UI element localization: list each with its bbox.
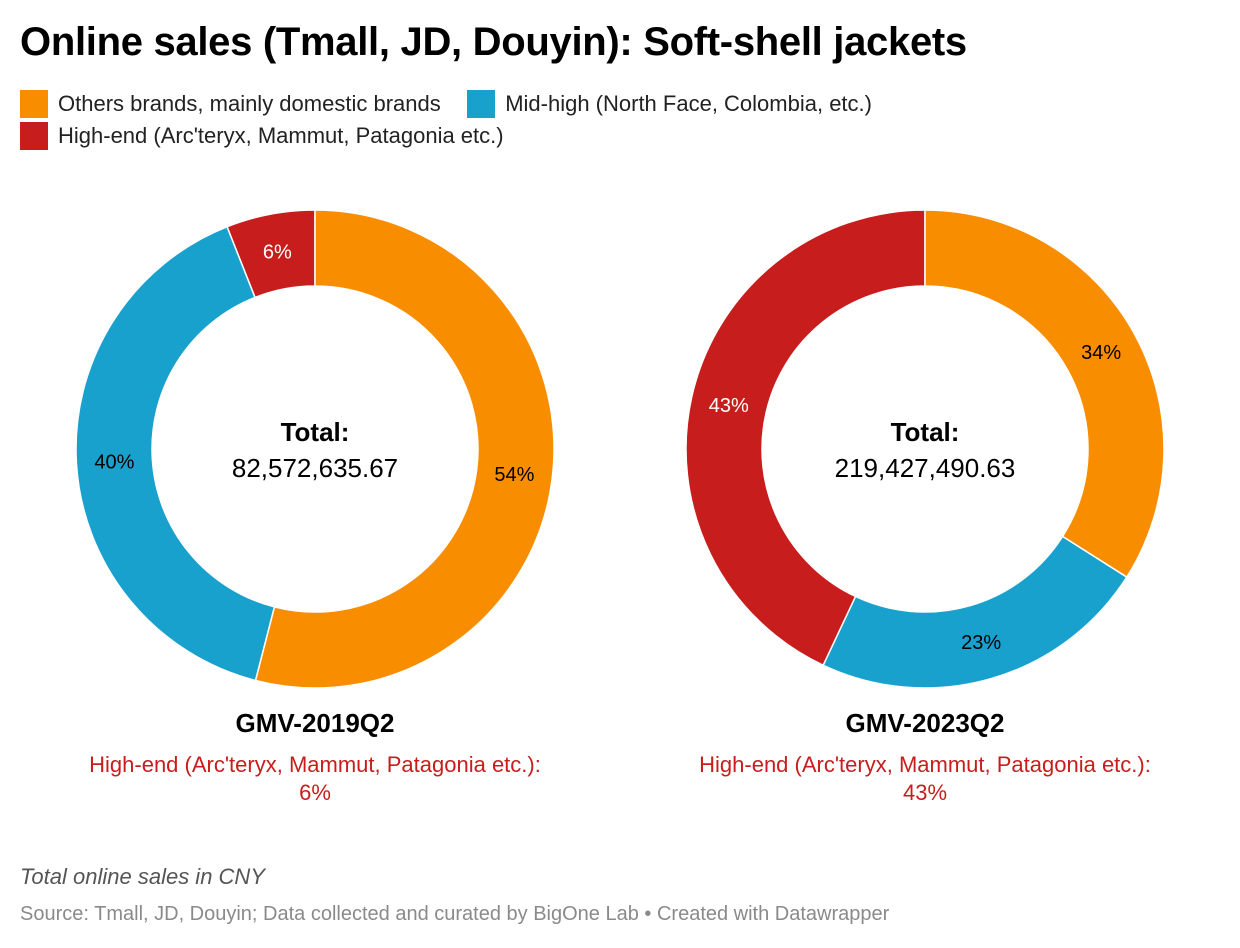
slice-others-2023q2 <box>924 209 1165 579</box>
center-label-2019q2: Total: <box>281 417 350 447</box>
legend-item-high-end: High-end (Arc'teryx, Mammut, Patagonia e… <box>20 120 504 152</box>
slice-mid-high-2019q2 <box>75 225 276 682</box>
legend-label-others: Others brands, mainly domestic brands <box>58 91 441 116</box>
slice-label-others-2019q2: 54% <box>494 464 534 486</box>
caption-2023q2: GMV-2023Q2 High-end (Arc'teryx, Mammut, … <box>675 708 1175 807</box>
legend-swatch-others <box>20 90 48 118</box>
legend: Others brands, mainly domestic brands Mi… <box>20 88 1120 152</box>
center-label-2023q2: Total: <box>891 417 960 447</box>
donut-2023q2: Total: 219,427,490.63 34% 23% 43% <box>685 209 1165 689</box>
center-value-2019q2: 82,572,635.67 <box>232 453 398 483</box>
chart-note: Total online sales in CNY <box>20 864 265 889</box>
slice-label-mid-high-2023q2: 23% <box>961 632 1001 654</box>
legend-swatch-mid-high <box>467 90 496 118</box>
chart-title: Online sales (Tmall, JD, Douyin): Soft-s… <box>20 20 967 64</box>
center-value-2023q2: 219,427,490.63 <box>835 453 1016 483</box>
caption-highlight-2019q2: High-end (Arc'teryx, Mammut, Patagonia e… <box>65 751 565 807</box>
chart-source: Source: Tmall, JD, Douyin; Data collecte… <box>20 903 890 925</box>
donut-2019q2: Total: 82,572,635.67 54% 40% 6% <box>75 209 555 689</box>
legend-label-high-end: High-end (Arc'teryx, Mammut, Patagonia e… <box>58 123 504 148</box>
slice-mid-high-2023q2 <box>822 535 1128 689</box>
caption-highlight-line1-2023q2: High-end (Arc'teryx, Mammut, Patagonia e… <box>699 752 1151 777</box>
caption-highlight-2023q2: High-end (Arc'teryx, Mammut, Patagonia e… <box>675 751 1175 807</box>
caption-title-2019q2: GMV-2019Q2 <box>235 708 395 738</box>
slice-high-end-2023q2 <box>685 209 926 667</box>
slice-label-high-end-2019q2: 6% <box>263 242 292 264</box>
caption-title-2023q2: GMV-2023Q2 <box>845 708 1005 738</box>
legend-item-mid-high: Mid-high (North Face, Colombia, etc.) <box>467 88 872 120</box>
legend-label-mid-high: Mid-high (North Face, Colombia, etc.) <box>505 91 872 116</box>
slice-label-others-2023q2: 34% <box>1081 342 1121 364</box>
caption-highlight-line1-2019q2: High-end (Arc'teryx, Mammut, Patagonia e… <box>89 752 541 777</box>
legend-item-others: Others brands, mainly domestic brands <box>20 88 441 120</box>
caption-2019q2: GMV-2019Q2 High-end (Arc'teryx, Mammut, … <box>65 708 565 807</box>
slice-label-mid-high-2019q2: 40% <box>94 452 134 474</box>
caption-highlight-line2-2019q2: 6% <box>299 780 331 805</box>
legend-swatch-high-end <box>20 122 48 150</box>
slice-others-2019q2 <box>254 209 555 689</box>
caption-highlight-line2-2023q2: 43% <box>902 780 948 805</box>
slice-label-high-end-2023q2: 43% <box>709 395 749 417</box>
